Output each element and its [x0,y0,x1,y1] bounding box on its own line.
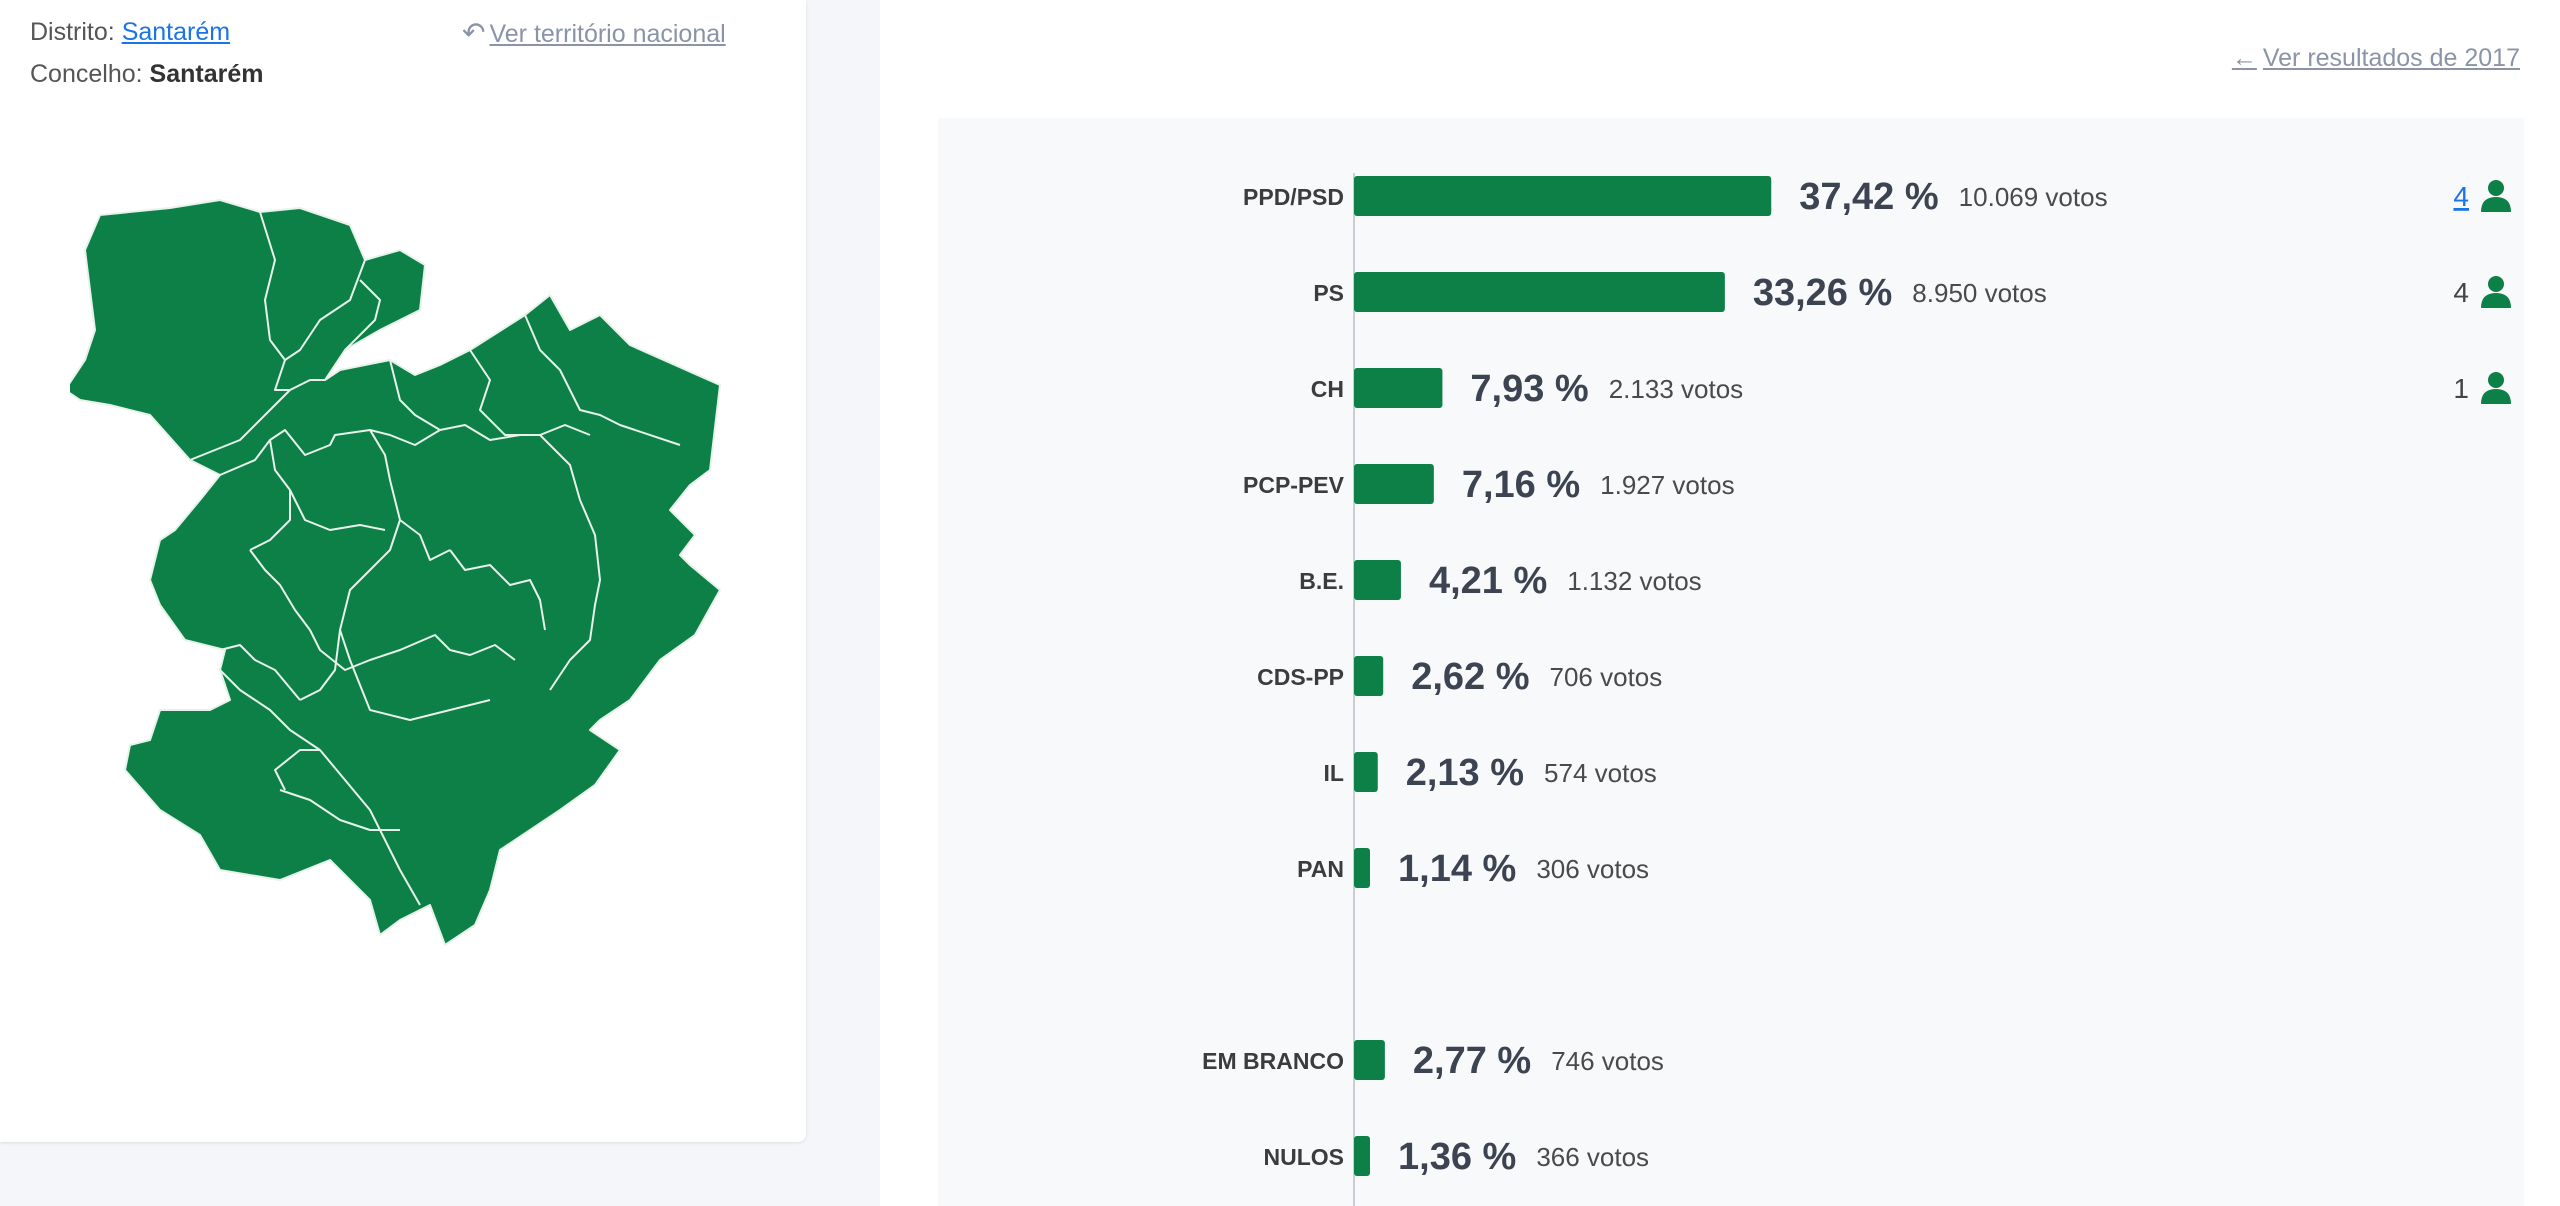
map-panel: Distrito: Santarém Concelho: Santarém ↶ V… [0,0,806,1142]
concelho-row: Concelho: Santarém [30,60,263,89]
bar-ppd-psd[interactable] [1354,176,1772,216]
map-region[interactable] [274,359,290,391]
distrito-label: Distrito: [30,18,115,46]
votes-label-ps: 8.950 votos [1912,278,2046,308]
map-region[interactable] [249,439,291,551]
map-region[interactable] [289,489,386,531]
percent-label-b-e: 4,21 % [1429,560,1547,602]
distrito-row: Distrito: Santarém [30,18,230,47]
map-region[interactable] [539,434,601,691]
results-chart: PPD/PSD 37,42 % 10.069 votos 4 PS 33,26 % 8.95… [938,118,2524,1206]
undo-icon: ↶ [462,17,486,48]
votes-label-ch: 2.133 votos [1609,374,1743,404]
bar-nulos[interactable] [1354,1136,1370,1176]
percent-label-ps: 33,26 % [1753,272,1892,314]
seats-count-ps: 4 [2453,277,2469,308]
map-region[interactable] [309,629,516,671]
votes-label-il: 574 votos [1544,758,1657,788]
bar-pan[interactable] [1354,848,1370,888]
votes-label-b-e: 1.132 votos [1567,566,1701,596]
percent-label-ppd-psd: 37,42 % [1799,176,1938,218]
votes-label-nulos: 366 votos [1536,1142,1649,1172]
map-region[interactable] [189,379,325,461]
percent-label-cds-pp: 2,62 % [1411,656,1529,698]
bar-ch[interactable] [1354,368,1443,408]
votes-label-pcp-pev: 1.927 votos [1600,470,1734,500]
category-label-nulos: NULOS [1264,1144,1345,1170]
category-label-ch: CH [1311,376,1344,402]
national-territory-link[interactable]: ↶ Ver território nacional [462,16,726,49]
votes-label-em-branco: 746 votos [1551,1046,1664,1076]
results-2017-link[interactable]: ← Ver resultados de 2017 [2232,44,2520,73]
distrito-link[interactable]: Santarém [121,18,231,46]
person-icon [2481,180,2511,212]
percent-label-em-branco: 2,77 % [1413,1040,1531,1082]
votes-label-cds-pp: 706 votos [1550,662,1663,692]
results-chart-svg: PPD/PSD 37,42 % 10.069 votos 4 PS 33,26 % 8.95… [1202,173,2511,1206]
percent-label-pcp-pev: 7,16 % [1462,464,1580,506]
map-region[interactable] [449,549,546,631]
bar-b-e[interactable] [1354,560,1401,600]
municipality-map [70,199,721,946]
bar-pcp-pev[interactable] [1354,464,1434,504]
map-region[interactable] [469,349,520,436]
concelho-value: Santarém [149,60,264,88]
bar-em-branco[interactable] [1354,1040,1385,1080]
arrow-left-icon: ← [2231,44,2257,72]
map-region-outline[interactable] [70,199,721,946]
national-territory-label: Ver território nacional [489,20,726,48]
map-region[interactable] [399,519,451,561]
seats-count-ppd-psd[interactable]: 4 [2453,181,2469,212]
map-region[interactable] [274,749,320,791]
map-region[interactable] [219,424,591,476]
map-region[interactable] [279,789,400,831]
percent-label-pan: 1,14 % [1398,848,1516,890]
map-region[interactable] [524,314,681,446]
percent-label-nulos: 1,36 % [1398,1136,1516,1178]
category-label-il: IL [1324,760,1344,786]
map-region[interactable] [219,669,421,906]
category-label-ppd-psd: PPD/PSD [1243,184,1344,210]
seats-count-ch: 1 [2453,373,2469,404]
bar-cds-pp[interactable] [1354,656,1384,696]
bar-il[interactable] [1354,752,1378,792]
category-label-b-e: B.E. [1299,568,1344,594]
category-label-ps: PS [1313,280,1344,306]
map-region[interactable] [339,629,491,721]
category-label-em-branco: EM BRANCO [1202,1048,1344,1074]
person-icon [2481,372,2511,404]
map-region[interactable] [219,644,301,701]
map-region[interactable] [344,279,381,351]
results-2017-label: Ver resultados de 2017 [2262,44,2520,72]
map-region[interactable] [249,549,311,631]
category-label-cds-pp: CDS-PP [1257,664,1344,690]
person-icon [2481,276,2511,308]
category-label-pan: PAN [1297,856,1344,882]
concelho-label: Concelho: [30,60,143,88]
map-region[interactable] [389,359,441,431]
percent-label-il: 2,13 % [1406,752,1524,794]
map-region[interactable] [299,429,401,701]
bar-ps[interactable] [1354,272,1725,312]
votes-label-ppd-psd: 10.069 votos [1959,182,2108,212]
percent-label-ch: 7,93 % [1470,368,1588,410]
votes-label-pan: 306 votos [1536,854,1649,884]
category-label-pcp-pev: PCP-PEV [1243,472,1345,498]
